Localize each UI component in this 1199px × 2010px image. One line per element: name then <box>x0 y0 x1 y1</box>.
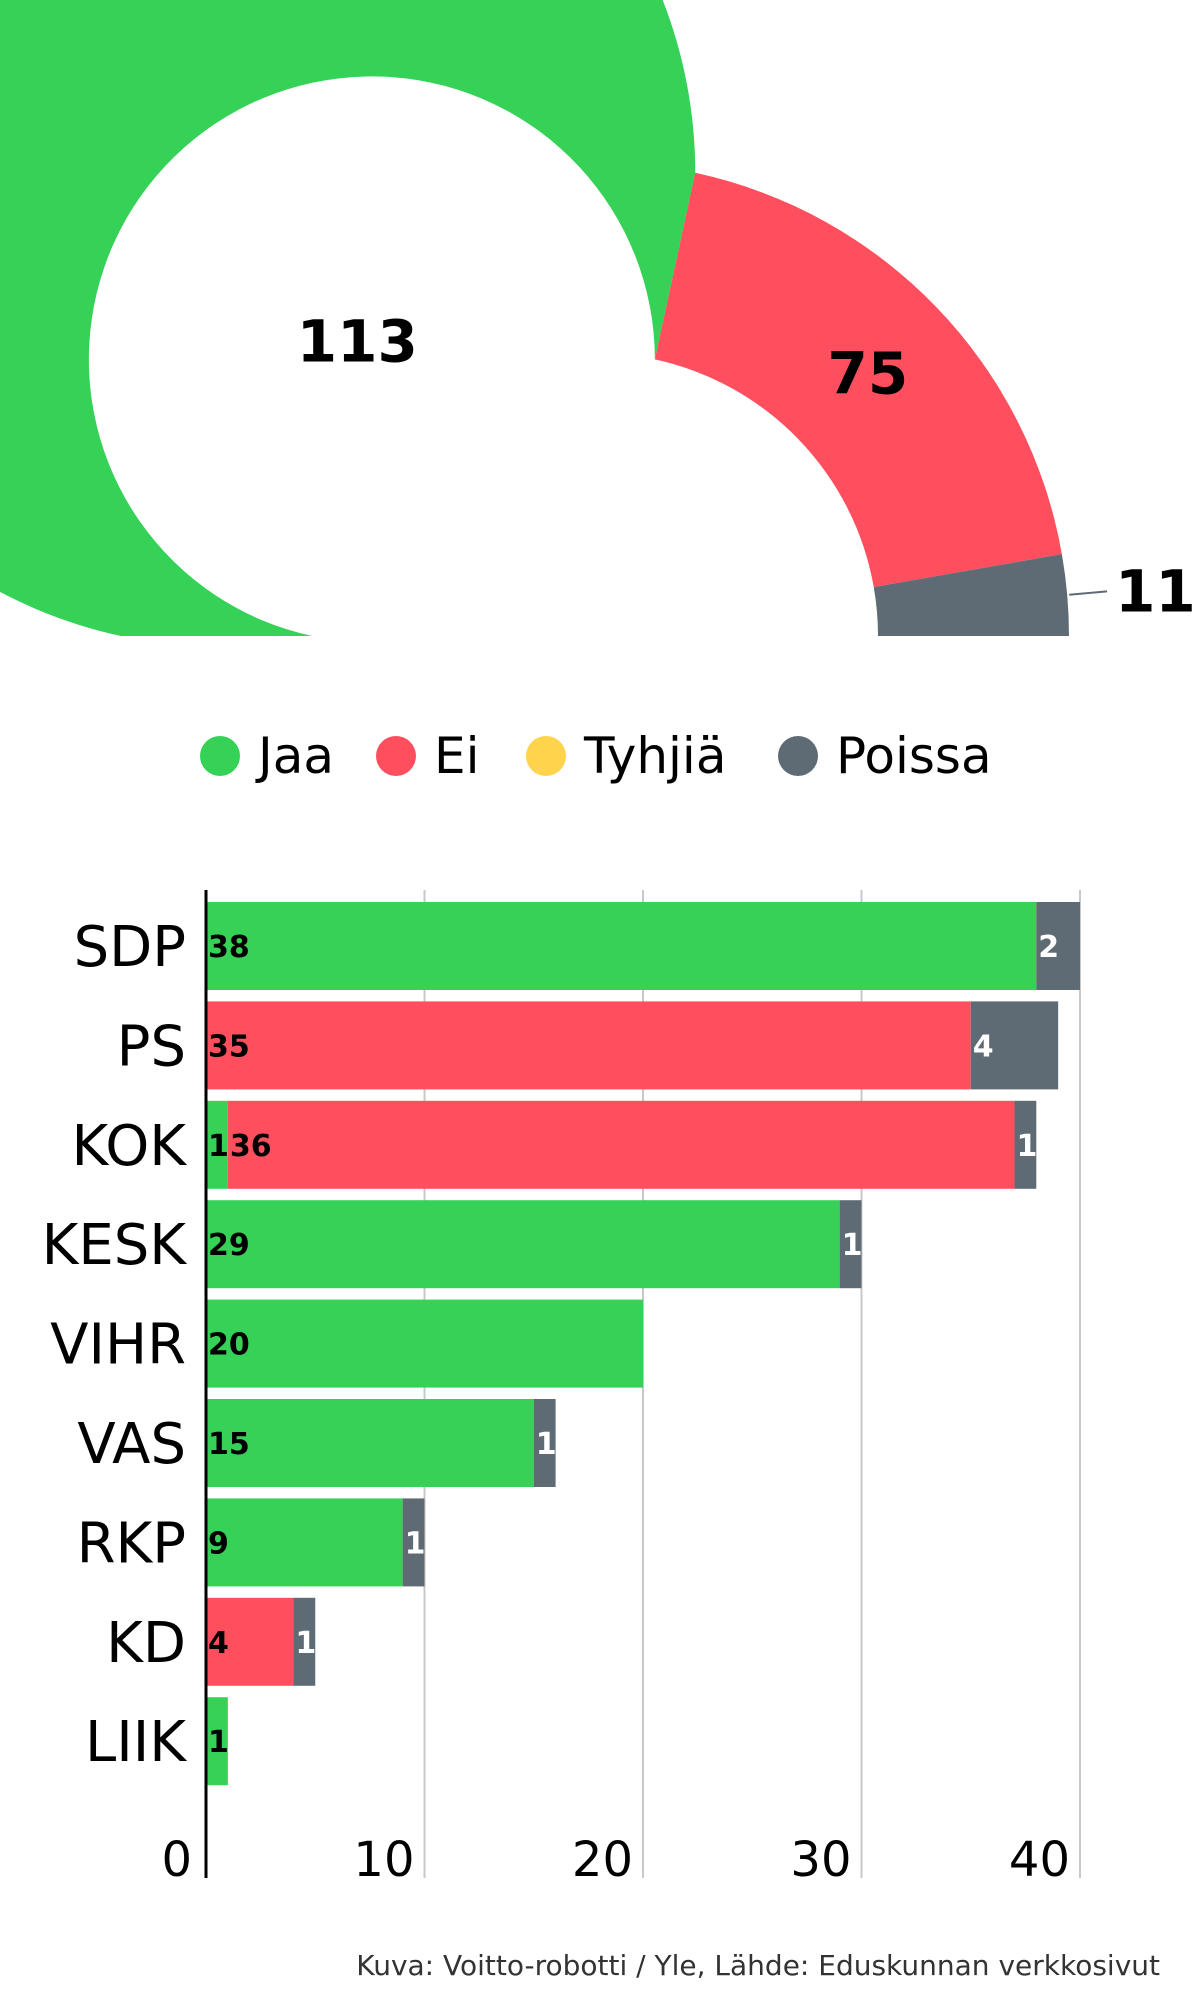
bar-rkp-jaa <box>206 1498 403 1587</box>
bar-value-liik-jaa: 1 <box>208 1725 229 1760</box>
bar-value-kd-poissa: 1 <box>295 1626 316 1661</box>
bar-rkp-poissa <box>402 1498 425 1587</box>
bar-value-ps-poissa: 4 <box>973 1029 994 1064</box>
bar-sdp-poissa <box>1036 902 1080 990</box>
bar-kd-poissa <box>293 1597 316 1686</box>
bar-kesk-poissa <box>839 1200 862 1289</box>
bar-value-rkp-poissa: 1 <box>405 1526 426 1561</box>
bar-value-sdp-poissa: 2 <box>1038 930 1059 965</box>
bar-sdp-jaa <box>206 902 1037 990</box>
category-label-rkp: RKP <box>77 1511 186 1576</box>
half-donut-chart: 113 75 11 <box>0 0 1196 636</box>
bar-kok-ei <box>227 1100 1015 1189</box>
bar-value-kok-jaa: 1 <box>208 1129 229 1164</box>
donut-leader-poissa <box>1069 590 1108 596</box>
bar-kesk-jaa <box>206 1200 840 1289</box>
bar-value-kok-poissa: 1 <box>1016 1129 1037 1164</box>
legend-swatch-tyhjia <box>526 736 566 776</box>
donut-slice-jaa <box>0 0 696 636</box>
x-tick-label-30: 30 <box>790 1832 851 1888</box>
donut-label-poissa: 11 <box>1115 557 1196 625</box>
legend-swatch-jaa <box>200 736 240 776</box>
x-tick-label-0: 0 <box>161 1832 192 1888</box>
legend-swatch-poissa <box>778 736 818 776</box>
bar-value-rkp-jaa: 9 <box>208 1526 229 1561</box>
bar-kd-ei <box>206 1597 294 1686</box>
bar-value-ps-ei: 35 <box>208 1029 250 1064</box>
category-label-kesk: KESK <box>42 1213 188 1278</box>
legend-label-poissa: Poissa <box>836 727 992 785</box>
category-label-liik: LIIK <box>85 1710 187 1775</box>
x-tick-label-40: 40 <box>1009 1832 1070 1888</box>
category-label-sdp: SDP <box>74 915 186 980</box>
category-label-kok: KOK <box>72 1114 188 1179</box>
category-label-vas: VAS <box>77 1412 186 1477</box>
bar-value-vas-poissa: 1 <box>536 1427 557 1462</box>
donut-slice-ei <box>654 172 1062 588</box>
donut-label-jaa: 113 <box>297 307 418 375</box>
legend: Jaa Ei Tyhjiä Poissa <box>200 727 992 785</box>
bar-ps-poissa <box>970 1001 1059 1090</box>
bar-vas-jaa <box>206 1399 534 1487</box>
x-tick-label-10: 10 <box>353 1832 414 1888</box>
credit-text: Kuva: Voitto-robotti / Yle, Lähde: Edusk… <box>356 1949 1160 1982</box>
legend-label-jaa: Jaa <box>255 727 334 785</box>
bar-vihr-jaa <box>206 1299 643 1388</box>
bar-value-kesk-poissa: 1 <box>842 1228 863 1263</box>
bar-liik-jaa <box>206 1697 228 1786</box>
bar-kok-poissa <box>1014 1100 1037 1189</box>
bar-value-sdp-jaa: 38 <box>208 930 250 965</box>
legend-swatch-ei <box>376 736 416 776</box>
bar-vas-poissa <box>533 1399 556 1487</box>
bar-value-vas-jaa: 15 <box>208 1427 250 1462</box>
bar-value-kesk-jaa: 29 <box>208 1228 250 1263</box>
bar-value-vihr-jaa: 20 <box>208 1328 250 1363</box>
bar-value-kok-ei: 36 <box>230 1129 272 1164</box>
legend-label-tyhjia: Tyhjiä <box>583 727 726 785</box>
category-label-vihr: VIHR <box>50 1313 186 1378</box>
category-label-ps: PS <box>117 1014 186 1079</box>
bar-ps-ei <box>206 1001 971 1090</box>
legend-label-ei: Ei <box>434 727 479 785</box>
bar-kok-jaa <box>206 1100 228 1189</box>
bar-value-kd-ei: 4 <box>208 1626 229 1661</box>
donut-slice-poissa <box>873 554 1069 636</box>
x-tick-label-20: 20 <box>572 1832 633 1888</box>
donut-label-ei: 75 <box>828 340 909 408</box>
category-label-kd: KD <box>106 1611 186 1676</box>
